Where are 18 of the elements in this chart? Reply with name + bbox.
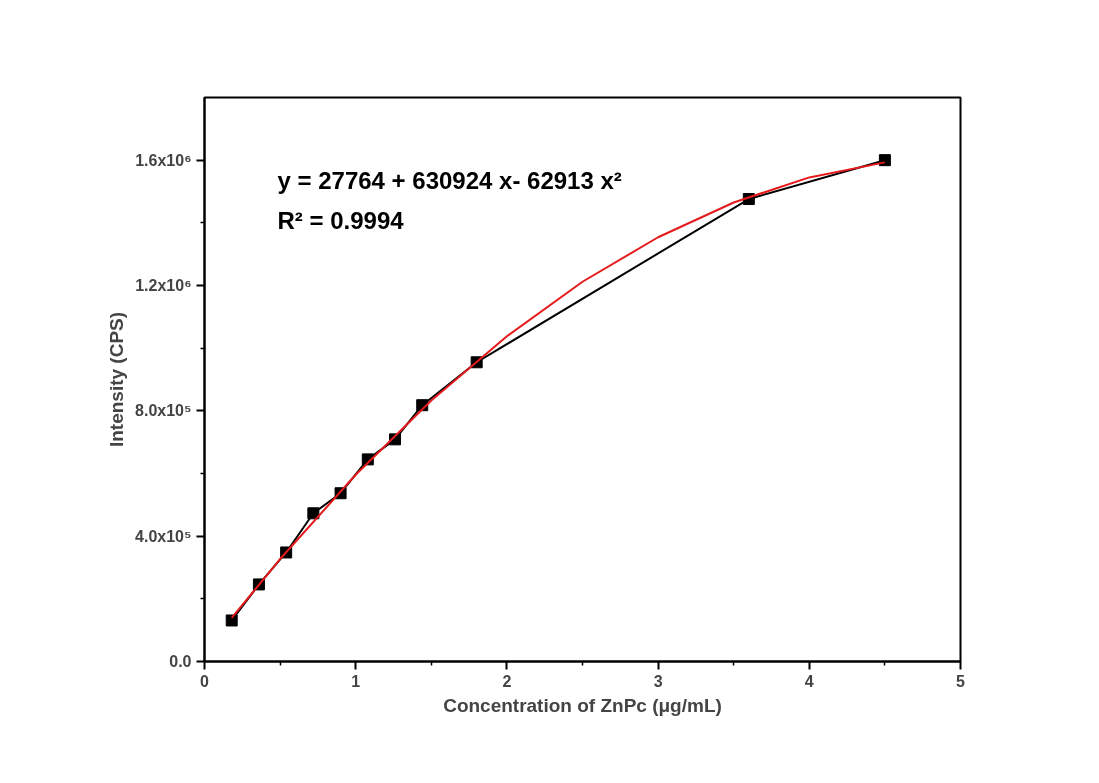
x-tick-label: 5 [956,672,966,690]
point [307,507,320,520]
point [878,154,891,167]
x-axis-title: Concentration of ZnPc (μg/mL) [443,694,722,716]
point [225,614,238,627]
y-tick-label: 1.6x10⁶ [135,151,192,169]
annotation: y = 27764 + 630924 x- 62913 x² [277,166,622,194]
y-tick-label: 0.0 [169,653,192,670]
y-tick-label: 8.0x10⁵ [135,402,192,420]
x-tick-label: 1 [351,672,361,690]
annotation: R² = 0.9994 [277,206,405,234]
x-tick-label: 3 [653,672,663,690]
x-tick-label: 4 [804,672,814,690]
x-tick-label: 2 [502,672,512,690]
y-tick-label: 1.2x10⁶ [135,277,192,294]
x-tick-label: 0 [200,672,210,690]
y-axis-title: Intensity (CPS) [106,311,128,448]
y-tick-label: 4.0x10⁵ [135,527,192,545]
